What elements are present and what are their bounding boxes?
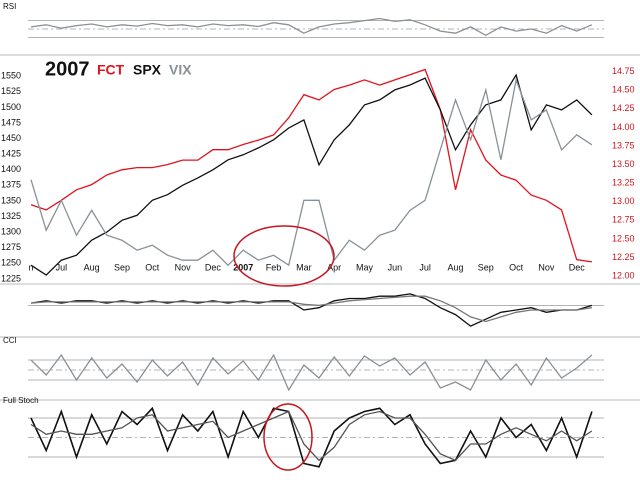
y-tick-label: 1300 [1,226,21,236]
y2-tick-label: 12.50 [612,233,635,243]
panel-title: CCI [3,336,17,345]
y-tick-label: 1225 [1,273,21,283]
y2-tick-label: 13.25 [612,178,635,188]
series-line [30,68,592,263]
series-line [30,295,592,323]
series-line [30,293,593,327]
y-tick-label: 1425 [1,149,21,159]
y2-tick-label: 13.50 [612,159,635,169]
charts: RSI 1550 1525 1500 1475 1450 1425 1400 1375 1350 1… [1,2,635,468]
x-tick-label: Sep [478,262,494,272]
y-tick-label: 1500 [1,102,21,112]
y-tick-label: 1325 [1,211,21,221]
y2-tick-label: 12.75 [612,215,635,225]
legend-entry: VIX [169,62,192,78]
series-line [30,73,593,276]
y-tick-label: 1550 [1,71,21,81]
chart-title: 2007 [45,58,90,80]
series-line [30,17,593,37]
x-tick-label: Sep [114,262,130,272]
series-line [30,353,593,392]
y2-tick-label: 14.75 [612,66,635,76]
y-tick-label: 1350 [1,195,21,205]
x-tick-label: Apr [327,262,341,272]
y2-tick-label: 12.25 [612,252,635,262]
y-tick-label: 1275 [1,242,21,252]
y2-tick-label: 12.00 [612,270,635,280]
highlight-ellipse [263,403,313,471]
series-line [30,410,593,462]
panel-title: Full Stoch [3,396,39,405]
legend-entry: FCT [97,62,125,78]
series-line [30,77,593,267]
x-tick-label: May [356,262,374,272]
y2-tick-label: 14.25 [612,103,635,113]
y-tick-label: 1400 [1,164,21,174]
x-tick-label: Dec [205,262,222,272]
x-tick-label: 2007 [233,262,253,272]
y-tick-label: 1250 [1,258,21,268]
x-tick-label: Jul [419,262,431,272]
x-tick-label: n [29,262,34,272]
x-tick-label: Jun [388,262,403,272]
x-tick-label: Nov [538,262,555,272]
y2-tick-label: 13.00 [612,196,635,206]
legend-entry: SPX [133,62,162,78]
y-tick-label: 1450 [1,133,21,143]
x-tick-label: Jul [56,262,68,272]
y2-tick-label: 14.00 [612,122,635,132]
series-line [30,406,593,468]
x-tick-label: Oct [509,262,524,272]
panel-title: RSI [3,2,16,11]
x-tick-label: Aug [84,262,100,272]
x-tick-label: Nov [175,262,192,272]
x-tick-label: Aug [447,262,463,272]
x-tick-label: Oct [145,262,160,272]
x-tick-label: Dec [569,262,586,272]
x-tick-label: Mar [296,262,312,272]
y-tick-label: 1475 [1,117,21,127]
highlight-ellipse [233,225,335,287]
x-tick-label: Feb [266,262,282,272]
y2-tick-label: 14.50 [612,85,635,95]
y2-tick-label: 13.75 [612,140,635,150]
y-tick-label: 1375 [1,180,21,190]
y-tick-label: 1525 [1,86,21,96]
